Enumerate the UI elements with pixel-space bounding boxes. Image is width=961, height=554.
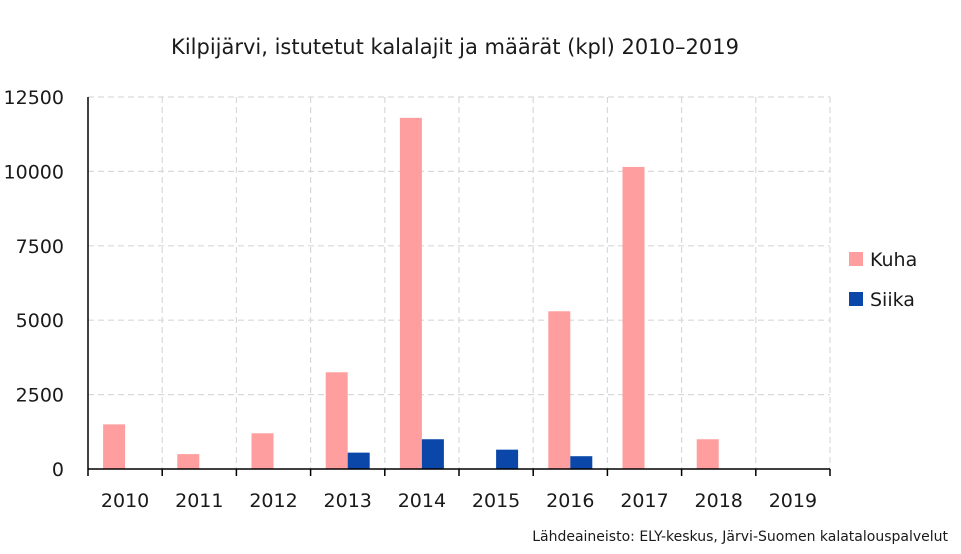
y-tick-label: 5000 (16, 310, 64, 332)
x-tick-label: 2017 (620, 490, 668, 512)
x-tick-label: 2014 (398, 490, 446, 512)
legend-label-siika: Siika (870, 289, 915, 311)
bar-kuha-2017 (622, 166, 645, 469)
bar-kuha-2014 (399, 117, 422, 469)
bar-siika-2016 (570, 456, 593, 469)
x-tick-label: 2018 (695, 490, 743, 512)
grid (88, 96, 831, 469)
x-tick-label: 2016 (546, 490, 594, 512)
bar-kuha-2011 (177, 454, 200, 469)
source-note: Lähdeaineisto: ELY-keskus, Järvi-Suomen … (532, 529, 948, 545)
y-axis-ticks: 0 2500 5000 7500 10000 12500 (4, 87, 64, 481)
y-tick-label: 7500 (16, 236, 64, 258)
legend-swatch-siika (849, 292, 863, 306)
bar-siika-2015 (496, 449, 519, 469)
y-tick-label: 2500 (16, 385, 64, 407)
bar-kuha-2016 (548, 311, 571, 469)
x-tick-label: 2010 (101, 490, 149, 512)
x-tick-label: 2013 (324, 490, 372, 512)
bar-siika-2014 (421, 439, 444, 469)
bar-kuha-2010 (103, 424, 126, 469)
bar-siika-2013 (347, 452, 370, 469)
y-tick-label: 0 (52, 459, 64, 481)
bar-kuha-2012 (251, 433, 274, 469)
y-tick-label: 10000 (4, 161, 64, 183)
bar-kuha-2013 (325, 372, 348, 469)
y-tick-label: 12500 (4, 87, 64, 109)
legend-swatch-kuha (849, 252, 863, 266)
x-tick-label: 2011 (175, 490, 223, 512)
bar-kuha-2018 (696, 439, 719, 469)
x-tick-label: 2015 (472, 490, 520, 512)
legend-label-kuha: Kuha (870, 249, 917, 271)
axes (87, 97, 831, 476)
bars (103, 117, 719, 469)
x-tick-label: 2019 (769, 490, 817, 512)
x-tick-label: 2012 (249, 490, 297, 512)
chart-title: Kilpijärvi, istutetut kalalajit ja määrä… (171, 35, 739, 59)
legend: Kuha Siika (849, 249, 917, 311)
x-axis-ticks: 2010 2011 2012 2013 2014 2015 2016 2017 2018 2019 (101, 490, 817, 512)
